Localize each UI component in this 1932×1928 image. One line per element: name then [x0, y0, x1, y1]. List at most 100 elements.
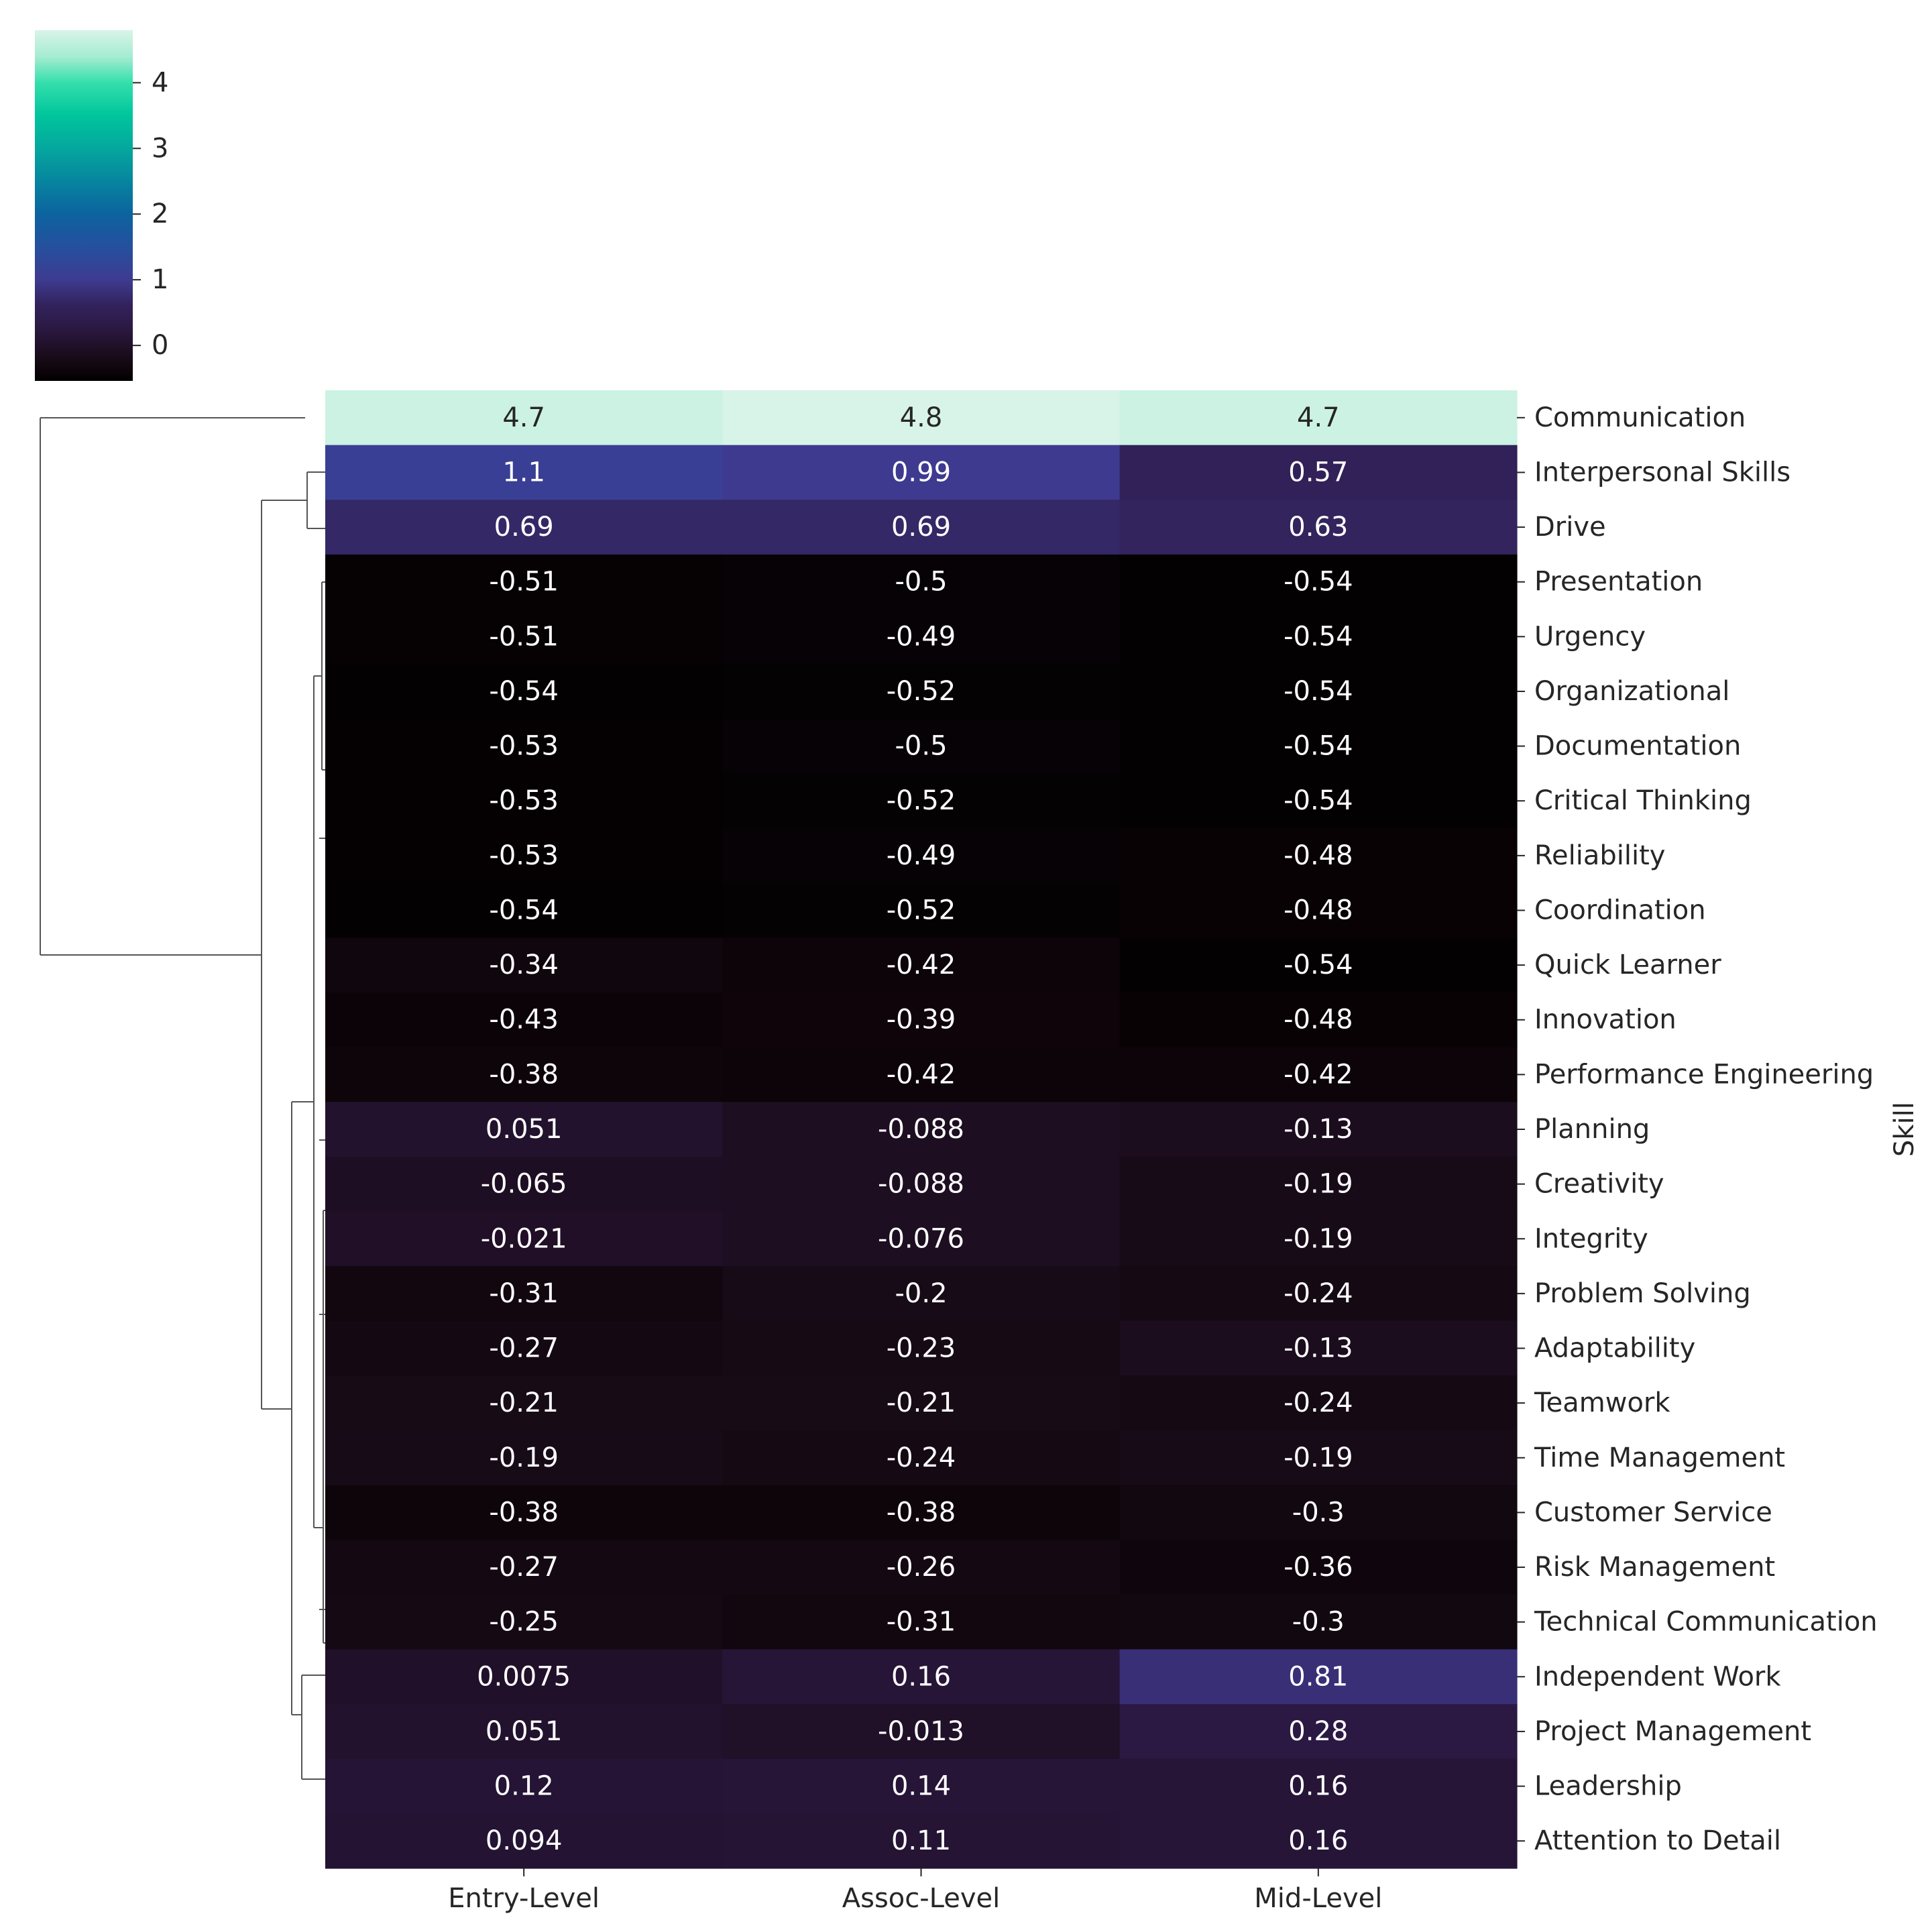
cell-annotation: -0.39: [887, 1005, 956, 1035]
cell-annotation: -0.25: [489, 1607, 559, 1638]
heatmap-cell: [325, 1102, 723, 1157]
heatmap-cell: [722, 1540, 1121, 1595]
cell-annotation: -0.31: [887, 1607, 956, 1638]
heatmap-cell: [325, 445, 723, 500]
heatmap-cell: [1119, 1320, 1518, 1376]
colorbar-tick-label: 1: [152, 264, 168, 295]
cell-annotation: 0.28: [1288, 1716, 1348, 1747]
y-tick-label: Leadership: [1534, 1771, 1682, 1802]
colorbar-tick-label: 2: [152, 199, 168, 229]
y-tick-label: Problem Solving: [1534, 1278, 1751, 1309]
cell-annotation: -0.54: [1284, 950, 1353, 980]
heatmap-cell: [325, 1813, 723, 1869]
colorbar-gradient: [35, 30, 133, 381]
cell-annotation: 0.99: [891, 457, 951, 488]
cell-annotation: -0.13: [1284, 1114, 1353, 1145]
heatmap-cell: [325, 1375, 723, 1431]
heatmap-cell: [1119, 1047, 1518, 1102]
y-tick-label: Independent Work: [1534, 1661, 1781, 1692]
cell-annotation: -0.021: [481, 1223, 567, 1254]
heatmap-cell: [1119, 773, 1518, 829]
cell-annotation: -0.54: [1284, 731, 1353, 762]
heatmap-cell: [1119, 1594, 1518, 1650]
heatmap-cell: [722, 1813, 1121, 1869]
cell-annotation: -0.24: [887, 1442, 956, 1473]
cell-annotation: 0.69: [494, 512, 554, 543]
heatmap-cell: [325, 390, 723, 446]
colorbar-ticks: 0 1 2 3 4: [133, 67, 168, 361]
cell-annotation: -0.43: [489, 1005, 559, 1035]
cell-annotation: -0.19: [1284, 1442, 1353, 1473]
cell-annotation: -0.38: [489, 1497, 559, 1528]
cell-annotation: -0.21: [887, 1387, 956, 1418]
heatmap-cell: [1119, 1813, 1518, 1869]
y-tick-label: Project Management: [1534, 1716, 1811, 1747]
cell-annotation: -0.52: [887, 895, 956, 925]
heatmap-cell: [325, 1266, 723, 1322]
cell-annotation: 0.094: [486, 1825, 563, 1856]
y-tick-label: Presentation: [1534, 567, 1703, 598]
heatmap-cell: [325, 992, 723, 1048]
cell-annotation: -0.48: [1284, 840, 1353, 871]
heatmap-cell: [722, 883, 1121, 938]
cell-annotation: -0.42: [887, 1059, 956, 1090]
heatmap-cell: [722, 1594, 1121, 1650]
heatmap-cell: [722, 718, 1121, 775]
cell-annotation: -0.51: [489, 567, 559, 598]
cell-annotation: -0.27: [489, 1552, 559, 1583]
y-tick-label: Communication: [1534, 402, 1746, 433]
cell-annotation: -0.54: [1284, 676, 1353, 707]
cell-annotation: -0.36: [1284, 1552, 1353, 1583]
heatmap-cell: [1119, 1211, 1518, 1267]
cell-annotation: -0.53: [489, 840, 559, 871]
heatmap-cell: [722, 1430, 1121, 1486]
cell-annotation: -0.31: [489, 1278, 559, 1309]
cell-annotation: 0.051: [486, 1114, 563, 1145]
heatmap-cell: [325, 1649, 723, 1705]
heatmap-cell: [1119, 1375, 1518, 1431]
cell-annotation: -0.49: [887, 621, 956, 652]
x-tick-label: Entry-Level: [448, 1883, 600, 1914]
heatmap-cell: [1119, 1485, 1518, 1540]
heatmap-cell: [1119, 1704, 1518, 1760]
cell-annotation: -0.27: [489, 1333, 559, 1364]
heatmap-cell: [1119, 1266, 1518, 1322]
cell-annotation: -0.54: [489, 895, 559, 925]
heatmap-cell: [1119, 1758, 1518, 1814]
heatmap-cell: [1119, 500, 1518, 555]
heatmap-cell: [1119, 609, 1518, 665]
heatmap-cell: [1119, 718, 1518, 775]
heatmap-cell: [325, 828, 723, 884]
cell-annotation: -0.13: [1284, 1333, 1353, 1364]
heatmap-cells: [325, 390, 1518, 1869]
cell-annotation: -0.54: [489, 676, 559, 707]
heatmap-cell: [325, 938, 723, 993]
y-tick-label: Technical Communication: [1534, 1607, 1878, 1638]
heatmap-cell: [1119, 1430, 1518, 1486]
colorbar-tick-label: 4: [152, 67, 168, 98]
heatmap-cell: [325, 1758, 723, 1814]
heatmap-cell: [722, 1102, 1121, 1157]
heatmap-cell: [325, 1430, 723, 1486]
heatmap-cell: [1119, 1102, 1518, 1157]
heatmap-cell: [325, 500, 723, 555]
y-tick-label: Planning: [1534, 1114, 1650, 1145]
y-tick-label: Integrity: [1534, 1223, 1648, 1254]
heatmap-cell: [325, 773, 723, 829]
heatmap-cell: [325, 1594, 723, 1650]
heatmap-cell: [325, 1211, 723, 1267]
y-tick-labels: Communication Interpersonal Skills Drive Pr…: [1517, 402, 1878, 1856]
cell-annotation: 0.81: [1288, 1661, 1348, 1692]
heatmap-cell: [325, 609, 723, 665]
x-tick-label: Assoc-Level: [842, 1883, 1001, 1914]
cell-annotation: -0.42: [887, 950, 956, 980]
heatmap-cell: [325, 1047, 723, 1102]
heatmap-cell: [1119, 445, 1518, 500]
y-tick-label: Critical Thinking: [1534, 785, 1752, 816]
cell-annotation: 4.7: [1297, 402, 1340, 433]
heatmap-cell: [325, 1156, 723, 1212]
heatmap-cell: [325, 883, 723, 938]
cell-annotation: -0.38: [887, 1497, 956, 1528]
y-tick-label: Customer Service: [1534, 1497, 1772, 1528]
cell-annotation: 0.12: [494, 1771, 554, 1802]
